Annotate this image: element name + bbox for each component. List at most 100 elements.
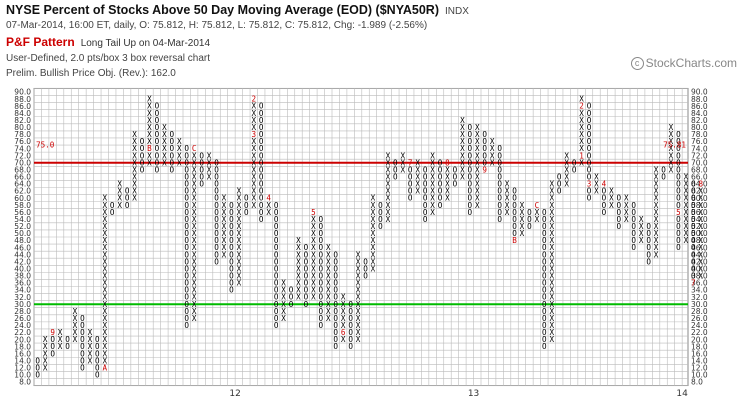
x-mark: X	[147, 95, 152, 104]
o-mark: O	[214, 172, 219, 181]
x-mark: X	[132, 144, 137, 153]
x-mark: X	[147, 102, 152, 111]
pf-column-o: OOO	[244, 194, 249, 217]
o-mark: O	[80, 356, 85, 365]
o-mark: O	[155, 102, 160, 111]
o-mark: O	[557, 187, 562, 196]
x-mark: X	[356, 328, 361, 337]
x-mark: X	[654, 201, 659, 210]
x-mark: X	[237, 264, 242, 273]
o-mark: O	[691, 257, 696, 266]
o-mark: O	[259, 109, 264, 118]
x-mark: X	[371, 236, 376, 245]
o-mark: O	[274, 300, 279, 309]
x-mark: X	[341, 300, 346, 309]
o-mark: O	[65, 335, 70, 344]
x-mark: X	[654, 208, 659, 217]
y-tick-label-right: 42.0	[691, 257, 708, 266]
o-mark: O	[35, 363, 40, 372]
o-mark: O	[214, 257, 219, 266]
o-mark: O	[617, 194, 622, 203]
o-mark: O	[199, 180, 204, 189]
x-mark: X	[132, 194, 137, 203]
box-settings: User-Defined, 2.0 pts/box 3 box reversal…	[6, 53, 210, 64]
pattern-line: P&F Pattern Long Tail Up on 04-Mar-2014	[6, 35, 210, 49]
o-mark: O	[274, 321, 279, 330]
x-mark: X	[698, 222, 703, 231]
o-mark: O	[304, 300, 309, 309]
x-mark: X	[594, 187, 599, 196]
o-mark: O	[319, 279, 324, 288]
x-mark: X	[475, 144, 480, 153]
x-mark: X	[549, 236, 554, 245]
o-mark: O	[423, 187, 428, 196]
x-axis-label: 13	[468, 389, 479, 399]
x-mark: X	[132, 130, 137, 139]
x-mark: X	[386, 165, 391, 174]
x-mark: X	[251, 102, 256, 111]
o-mark: O	[542, 215, 547, 224]
o-mark: O	[468, 172, 473, 181]
y-tick-label-right: 68.0	[691, 166, 708, 175]
o-mark: O	[468, 180, 473, 189]
x-mark: X	[684, 194, 689, 203]
x-mark: X	[192, 300, 197, 309]
o-mark: O	[691, 215, 696, 224]
x-mark: X	[400, 165, 405, 174]
y-tick-label-right: 48.0	[691, 236, 708, 245]
x-mark: X	[371, 264, 376, 273]
o-mark: O	[542, 222, 547, 231]
o-mark: O	[80, 342, 85, 351]
o-mark: O	[274, 286, 279, 295]
o-mark: O	[512, 208, 517, 217]
y-tick-label-left: 34.0	[14, 286, 31, 295]
x-mark: X	[549, 321, 554, 330]
x-mark: X	[251, 180, 256, 189]
o-mark: O	[289, 293, 294, 302]
x-mark: X	[684, 180, 689, 189]
o-mark: O	[587, 109, 592, 118]
o-mark: O	[676, 201, 681, 210]
x-mark: X	[102, 307, 107, 316]
x-mark: X	[371, 194, 376, 203]
x-mark: X	[490, 144, 495, 153]
o-mark: O	[229, 250, 234, 259]
o-mark: O	[676, 130, 681, 139]
o-mark: O	[184, 236, 189, 245]
x-mark: X	[192, 272, 197, 281]
x-mark: X	[207, 158, 212, 167]
o-mark: O	[468, 194, 473, 203]
o-mark: O	[691, 208, 696, 217]
x-mark: X	[162, 144, 167, 153]
o-mark: O	[214, 194, 219, 203]
o-mark: O	[423, 201, 428, 210]
o-mark: O	[184, 165, 189, 174]
o-mark: O	[289, 300, 294, 309]
o-mark: O	[542, 250, 547, 259]
x-mark: X	[192, 180, 197, 189]
o-mark: O	[184, 264, 189, 273]
o-mark: O	[676, 137, 681, 146]
o-mark: O	[304, 250, 309, 259]
o-mark: O	[378, 215, 383, 224]
x-mark: X	[341, 293, 346, 302]
x-mark: X	[266, 208, 271, 217]
x-mark: X	[549, 286, 554, 295]
